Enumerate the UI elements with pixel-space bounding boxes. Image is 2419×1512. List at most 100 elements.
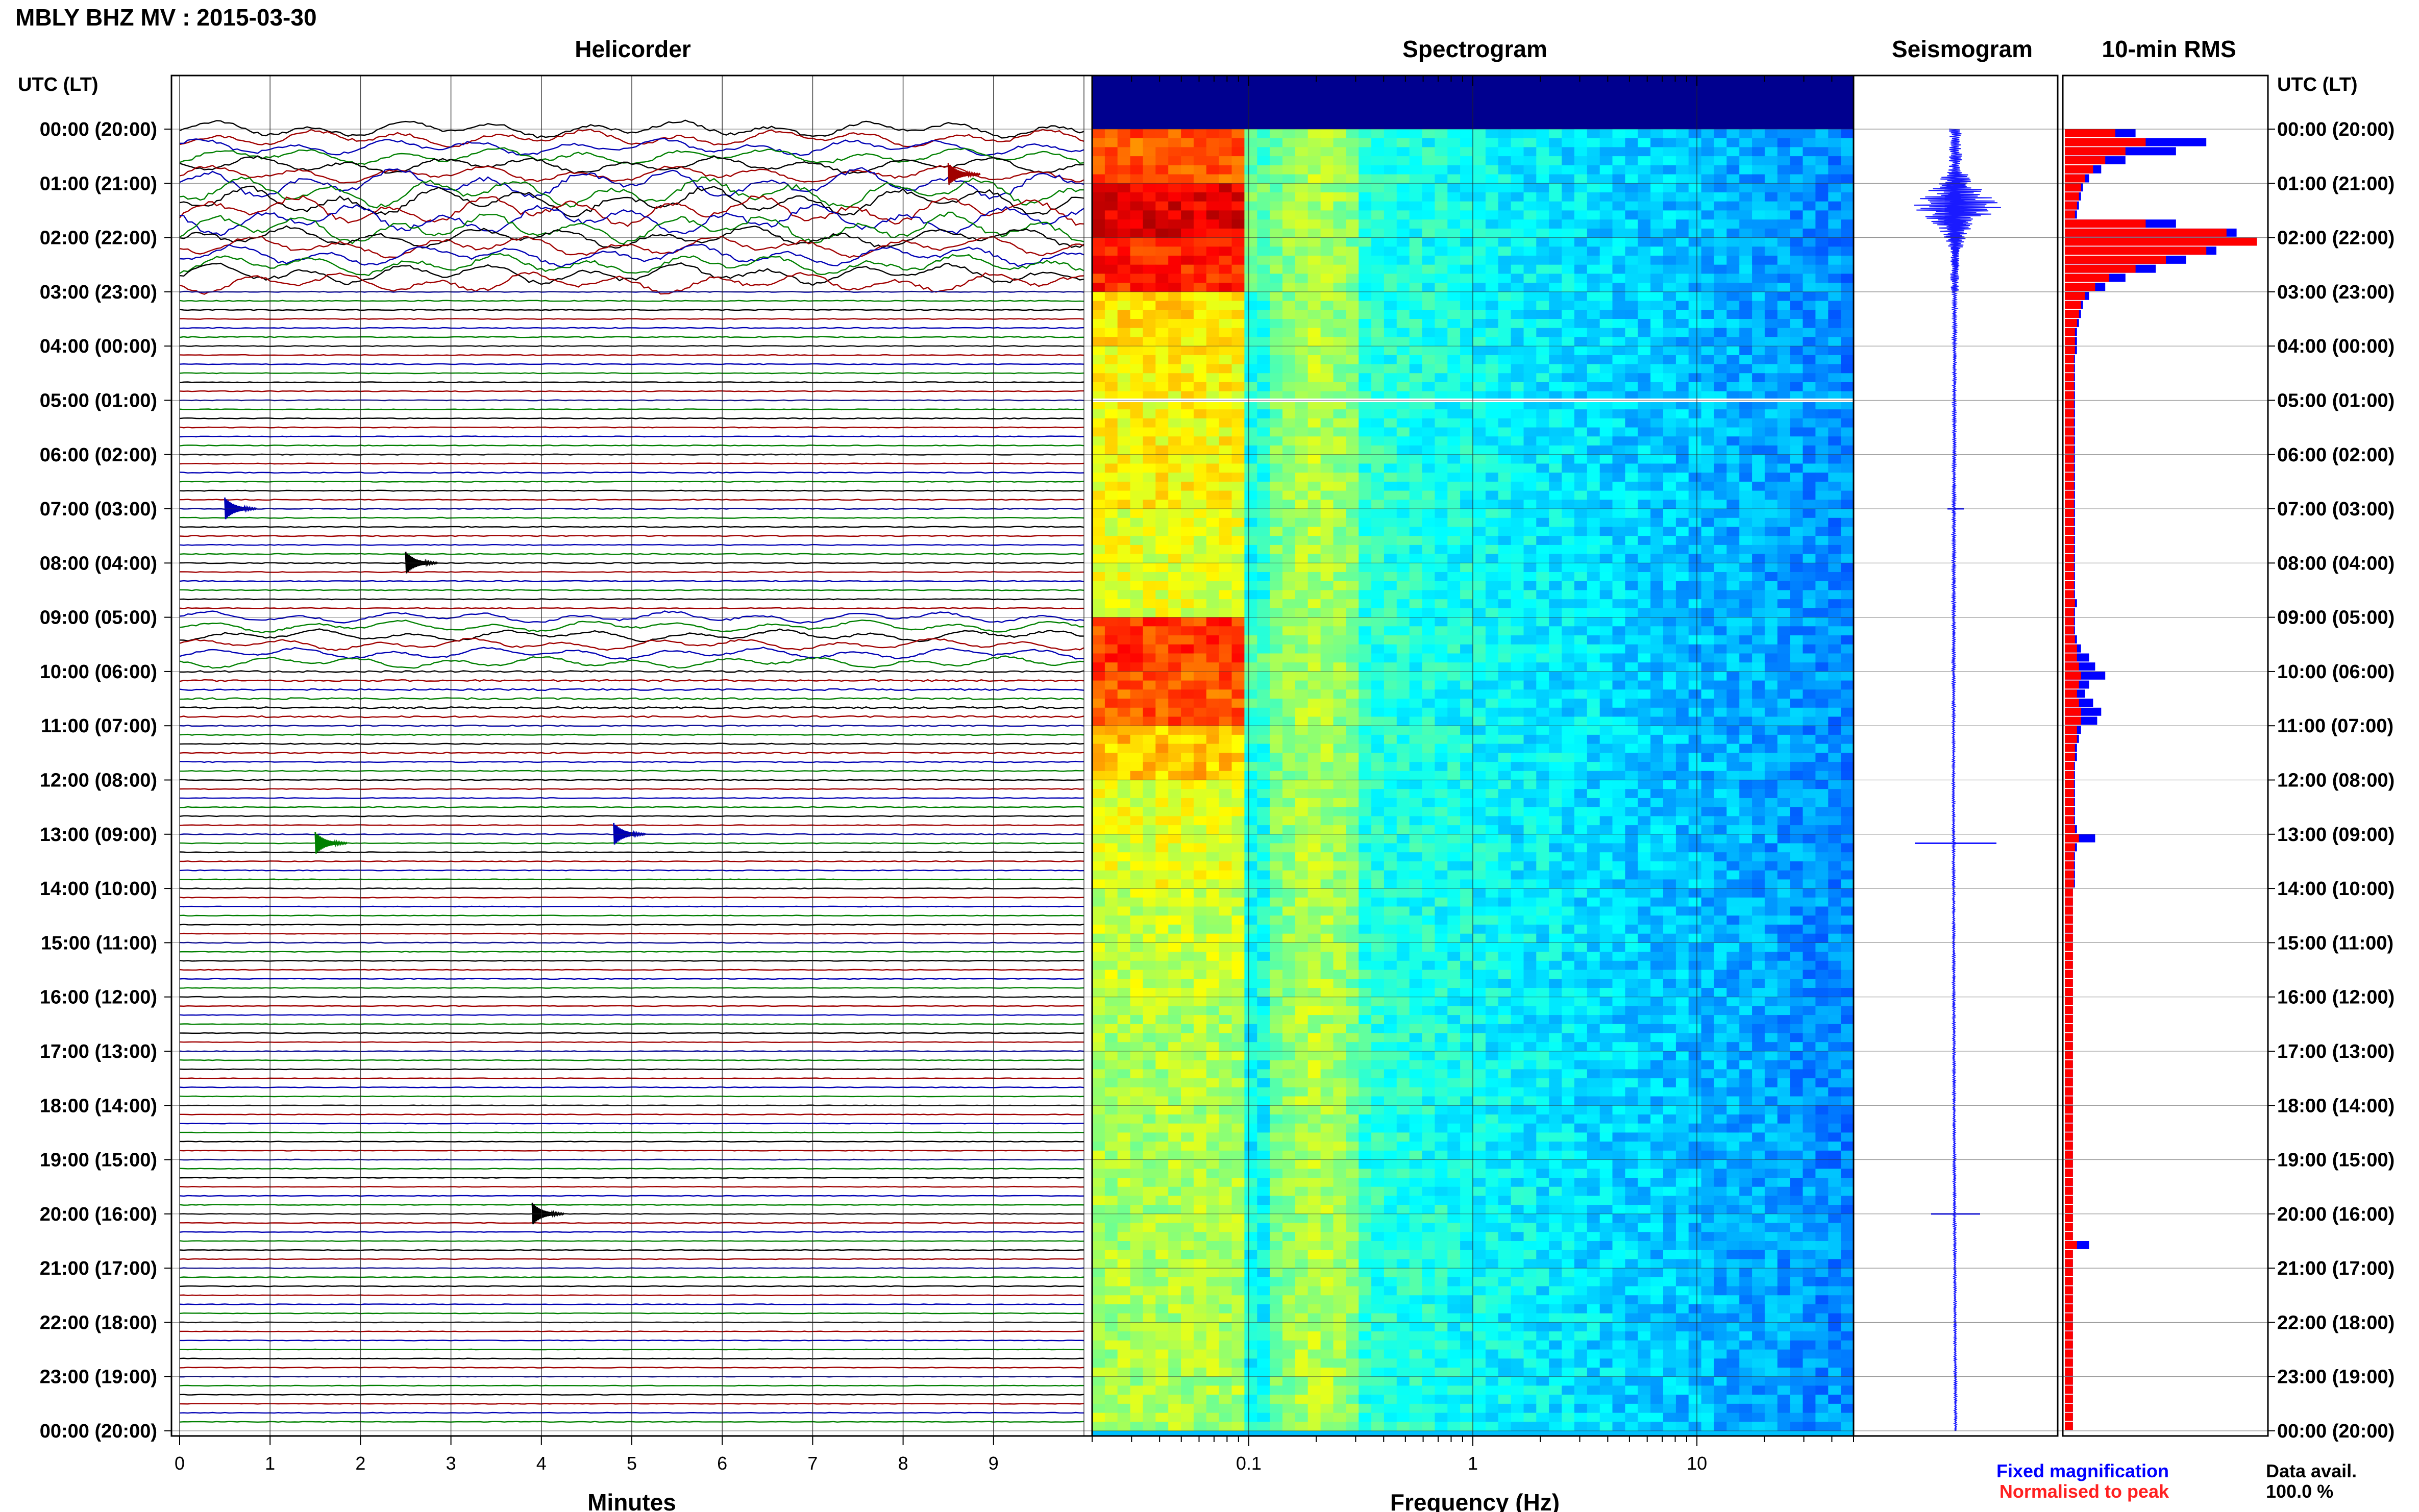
spectrogram-cell [1549,156,1562,166]
spectrogram-cell [1752,870,1765,880]
spectrogram-cell [1675,762,1689,772]
spectrogram-cell [1333,762,1347,772]
spectrogram-cell [1206,346,1220,356]
spectrogram-cell [1193,852,1207,862]
spectrogram-cell [1523,771,1537,781]
spectrogram-cell [1574,644,1588,654]
spectrogram-cell [1764,291,1778,302]
spectrogram-cell [1346,436,1359,446]
spectrogram-cell [1485,427,1499,437]
spectrogram-cell [1574,427,1588,437]
spectrogram-cell [1104,237,1118,247]
spectrogram-cell [1155,753,1169,762]
spectrogram-cell [1549,825,1562,835]
spectrogram-cell [1130,481,1144,491]
spectrogram-cell [1638,328,1651,337]
spectrogram-cell [1549,861,1562,871]
spectrogram-cell [1625,156,1639,166]
spectrogram-cell [1371,436,1385,446]
spectrogram-cell [1714,870,1727,880]
spectrogram-cell [1307,481,1321,491]
spectrogram-cell [1663,418,1676,428]
spectrogram-cell [1752,301,1765,310]
spectrogram-cell [1460,707,1473,717]
spectrogram-cell [1828,237,1841,247]
spectrogram-cell [1663,481,1676,491]
spectrogram-cell [1828,626,1841,636]
spectrogram-cell [1219,228,1232,238]
spectrogram-cell [1104,599,1118,609]
spectrogram-cell [1790,581,1804,591]
spectrogram-cell [1244,671,1258,681]
spectrogram-cell [1206,554,1220,563]
spectrogram-cell [1117,174,1131,184]
spectrogram-cell [1206,707,1220,717]
spectrogram-cell [1549,400,1562,410]
spectrogram-cell [1396,572,1410,582]
spectrogram-cell [1574,454,1588,464]
spectrogram-cell [1815,210,1829,220]
spectrogram-cell [1498,544,1512,555]
spectrogram-cell [1130,798,1144,808]
spectrogram-cell [1155,246,1169,256]
spectrogram-cell [1828,201,1841,211]
spectrogram-cell [1320,228,1334,238]
spectrogram-cell [1612,734,1626,745]
spectrogram-cell [1371,617,1385,627]
spectrogram-cell [1117,183,1131,193]
spectrogram-cell [1612,219,1626,229]
spectrogram-cell [1168,554,1181,563]
spectrogram-cell [1231,310,1245,319]
spectrogram-cell [1777,427,1791,437]
spectrogram-cell [1701,301,1715,310]
spectrogram-cell [1346,500,1359,509]
spectrogram-cell [1371,599,1385,609]
spectrogram-cell [1371,445,1385,455]
spectrogram-cell [1638,337,1651,346]
spectrogram-cell [1739,852,1752,862]
spectrogram-cell [1092,283,1105,292]
spectrogram-cell [1282,798,1296,808]
spectrogram-cell [1688,256,1702,265]
spectrogram-cell [1244,174,1258,184]
spectrogram-cell [1371,707,1385,717]
spectrogram-cell [1777,825,1791,835]
spectrogram-cell [1663,734,1676,745]
spectrogram-cell [1422,291,1436,302]
spectrogram-cell [1346,517,1359,528]
spectrogram-cell [1219,355,1232,365]
spectrogram-cell [1752,798,1765,808]
spectrogram-cell [1752,481,1765,491]
spectrogram-cell [1409,572,1423,582]
spectrogram-cell [1104,635,1118,645]
spectrogram-cell [1841,274,1854,283]
spectrogram-cell [1257,463,1270,473]
spectrogram-cell [1117,798,1131,808]
spectrogram-cell [1307,608,1321,618]
spectrogram-cell [1498,617,1512,627]
spectrogram-cell [1841,870,1854,880]
spectrogram-cell [1282,373,1296,383]
spectrogram-cell [1650,427,1664,437]
spectrogram-cell [1841,463,1854,473]
spectrogram-cell [1828,617,1841,627]
spectrogram-cell [1688,301,1702,310]
spectrogram-cell [1219,699,1232,708]
spectrogram-cell [1574,671,1588,681]
spectrogram-cell [1371,699,1385,708]
spectrogram-cell [1231,301,1245,310]
spectrogram-cell [1320,418,1334,428]
spectrogram-cell [1257,337,1270,346]
spectrogram-cell [1511,734,1524,745]
spectrogram-cell [1612,274,1626,283]
spectrogram-cell [1790,237,1804,247]
spectrogram-cell [1726,138,1740,147]
spectrogram-cell [1435,599,1448,609]
spectrogram-cell [1435,454,1448,464]
spectrogram-cell [1307,716,1321,726]
spectrogram-cell [1675,291,1689,302]
spectrogram-cell [1701,165,1715,175]
spectrogram-cell [1409,283,1423,292]
spectrogram-cell [1714,481,1727,491]
spectrogram-cell [1435,174,1448,184]
